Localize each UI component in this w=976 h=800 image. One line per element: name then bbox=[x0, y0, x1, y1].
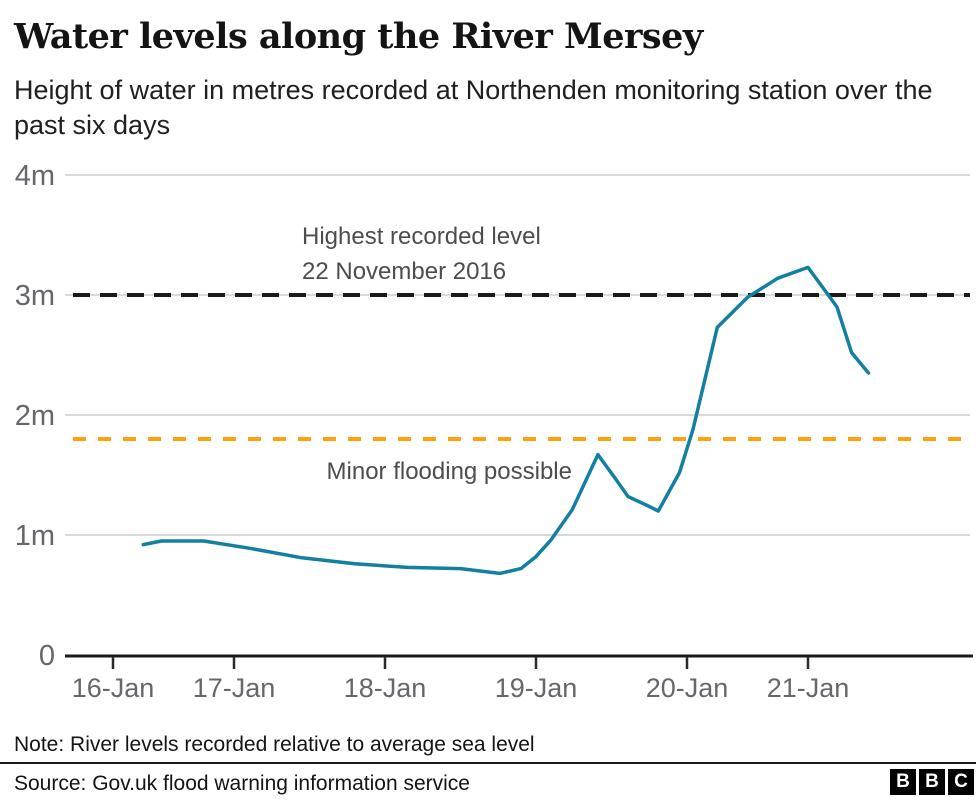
water-level-line bbox=[141, 265, 871, 576]
y-tick-label: 4m bbox=[15, 160, 55, 192]
bbc-logo-block: C bbox=[948, 769, 974, 795]
x-tick-label: 20-Jan bbox=[646, 673, 729, 703]
x-tick-label: 21-Jan bbox=[767, 673, 850, 703]
annotation-record-label: Highest recorded level bbox=[302, 223, 541, 250]
source-credit: Source: Gov.uk flood warning information… bbox=[14, 772, 470, 795]
annotation-flood-label: Minor flooding possible bbox=[327, 458, 572, 485]
y-tick-label: 0 bbox=[39, 640, 55, 672]
bbc-logo-block: B bbox=[890, 769, 916, 795]
x-tick-label: 19-Jan bbox=[495, 673, 578, 703]
chart-note: Note: River levels recorded relative to … bbox=[14, 733, 535, 756]
bbc-logo-block: B bbox=[919, 769, 945, 795]
x-tick-label: 16-Jan bbox=[72, 673, 155, 703]
footer-divider bbox=[0, 762, 976, 764]
x-tick-label: 18-Jan bbox=[344, 673, 427, 703]
y-tick-label: 3m bbox=[15, 280, 55, 312]
chart-title: Water levels along the River Mersey bbox=[14, 16, 703, 57]
line-chart: 4m 3m 2m 1m 0 Highest recorded level 22 Novemb… bbox=[15, 160, 973, 703]
y-tick-label: 2m bbox=[15, 400, 55, 432]
annotation-record-date: 22 November 2016 bbox=[302, 258, 506, 285]
y-tick-label: 1m bbox=[15, 520, 55, 552]
chart-subtitle: Height of water in metres recorded at No… bbox=[14, 75, 933, 140]
x-tick-label: 17-Jan bbox=[193, 673, 276, 703]
